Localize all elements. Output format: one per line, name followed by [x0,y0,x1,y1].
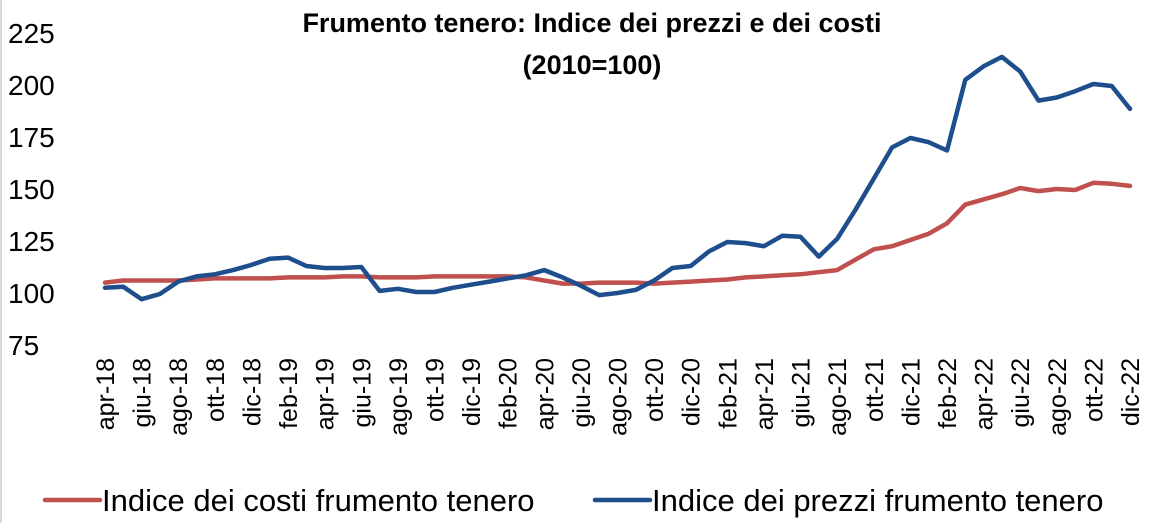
y-tick-label: 75 [8,330,39,361]
x-tick-label: apr-18 [92,358,120,430]
legend-label: Indice dei prezzi frumento tenero [652,483,1103,518]
chart-title: Frumento tenero: Indice dei prezzi e dei… [302,8,881,38]
x-tick-label: feb-20 [495,358,523,429]
x-tick-label: ott-18 [202,358,230,422]
x-tick-label: dic-20 [678,358,706,426]
x-tick-label: ott-20 [641,358,669,422]
x-tick-label: dic-18 [238,358,266,426]
x-tick-label: apr-19 [312,358,340,430]
y-tick-label: 100 [8,278,55,309]
y-tick-label: 175 [8,122,55,153]
x-tick-label: apr-20 [531,358,559,430]
y-tick-label: 125 [8,226,55,257]
x-tick-label: ago-21 [824,358,852,436]
legend-label: Indice dei costi frumento tenero [102,483,535,518]
y-tick-label: 150 [8,174,55,205]
line-series [102,180,1133,286]
chart-subtitle: (2010=100) [523,50,662,80]
x-tick-label: giu-21 [788,358,816,428]
x-tick-label: apr-21 [751,358,779,430]
y-tick-label: 225 [8,18,55,49]
x-tick-label: ago-19 [385,358,413,436]
x-tick-label: dic-19 [458,358,486,426]
x-tick-label: giu-20 [568,358,596,428]
x-tick-label: ago-20 [605,358,633,436]
x-tick-label: ago-22 [1044,358,1072,436]
x-tick-label: giu-22 [1007,358,1035,428]
x-tick-label: giu-19 [348,358,376,428]
x-tick-label: feb-19 [275,358,303,429]
x-tick-label: dic-22 [1117,358,1145,426]
x-tick-label: apr-22 [971,358,999,430]
x-tick-label: ago-18 [165,358,193,436]
x-tick-label: feb-21 [714,358,742,429]
x-tick-label: dic-21 [897,358,925,426]
x-tick-label: ott-22 [1080,358,1108,422]
x-tick-label: ott-19 [421,358,449,422]
line-series [102,54,1133,302]
y-tick-label: 200 [8,70,55,101]
x-tick-label: giu-18 [129,358,157,428]
x-tick-label: ott-21 [861,358,889,422]
x-tick-label: feb-22 [934,358,962,429]
